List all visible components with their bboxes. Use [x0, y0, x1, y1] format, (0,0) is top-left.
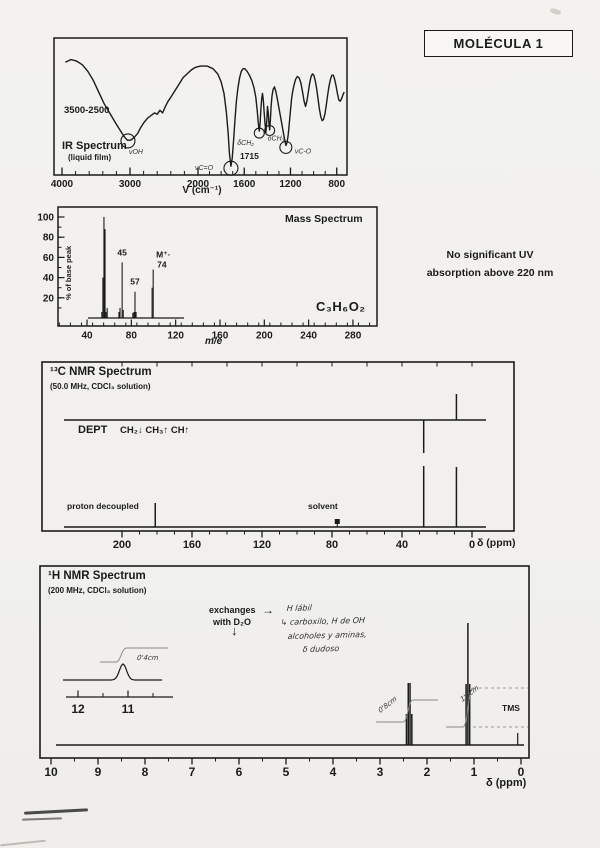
svg-text:100: 100: [37, 213, 54, 224]
ms-axes: 20 40 60 80 100 40 80 120 160 200 240 280: [37, 206, 378, 342]
h1-nmr-plot: 10 9 8 7 6 5 4 3 2 1 012 11: [39, 565, 530, 779]
c13-decoupled-trace: [64, 466, 486, 528]
svg-text:120: 120: [253, 539, 271, 551]
svg-text:80: 80: [326, 539, 338, 551]
svg-text:160: 160: [212, 331, 229, 342]
svg-text:3: 3: [377, 765, 384, 779]
svg-text:3000: 3000: [119, 179, 142, 190]
ir-x-axis-label: V (cm⁻¹): [182, 185, 222, 196]
scan-artifact: [23, 808, 89, 815]
svg-text:200: 200: [256, 331, 273, 342]
svg-text:160: 160: [183, 539, 201, 551]
exchange-note-line2: with D₂O: [213, 617, 251, 627]
solvent-marker: [334, 519, 340, 524]
ir-title: IR Spectrum: [62, 140, 127, 152]
ir-axes: 4000 3000 2000 1600 1200 800: [51, 37, 348, 190]
svg-text:40: 40: [396, 539, 408, 551]
handwritten-note-1: H lábil: [286, 603, 313, 614]
svg-text:10: 10: [44, 765, 58, 779]
mass-spectrum-plot: 20 40 60 80 100 40 80 120 160 200 240 280 45 57 M⁺·74: [37, 206, 378, 342]
proton-decoupled-label: proton decoupled: [67, 501, 139, 511]
tms-label: TMS: [502, 703, 520, 713]
ms-y-axis-label: % of base peak: [64, 245, 73, 300]
svg-text:6: 6: [236, 765, 243, 779]
dept-label: DEPT: [78, 424, 108, 436]
inset-integral-label: 0'4cm: [136, 654, 159, 662]
ir-range-note: 3500-2500: [64, 105, 110, 116]
uv-note-line1: No significant UV: [446, 249, 534, 261]
svg-text:280: 280: [345, 331, 362, 342]
ir-spectrum-plot: 4000 3000 2000 1600 1200 800 νOH νC=O 1715 δCH₂ δC…: [51, 37, 348, 190]
h1-inset: 12 11: [63, 647, 173, 716]
svg-text:0: 0: [469, 539, 475, 551]
h1-title: ¹H NMR Spectrum: [48, 570, 146, 582]
svg-text:7: 7: [189, 765, 196, 779]
ir-subtitle: (liquid film): [68, 153, 112, 162]
svg-text:0: 0: [518, 765, 525, 779]
svg-text:1200: 1200: [279, 179, 302, 190]
svg-text:1715: 1715: [240, 151, 259, 161]
c13-dept-trace: [64, 394, 486, 453]
handwritten-note-4: δ dudoso: [302, 644, 340, 655]
svg-text:120: 120: [167, 331, 184, 342]
svg-text:2000: 2000: [187, 179, 210, 190]
svg-text:11: 11: [122, 702, 135, 716]
svg-text:δCH₂: δCH₂: [237, 140, 254, 147]
c13-subtitle: (50.0 MHz, CDCl₃ solution): [50, 382, 151, 391]
scan-artifact: [21, 817, 63, 821]
ms-formula: C₃H₆O₂: [316, 299, 366, 314]
h1-axes: 10 9 8 7 6 5 4 3 2 1 0: [39, 565, 530, 779]
svg-text:40: 40: [43, 273, 55, 284]
ir-curve: [65, 58, 345, 167]
molecule-label: MOLÉCULA 1: [424, 30, 573, 57]
c13-title: ¹³C NMR Spectrum: [50, 366, 152, 378]
svg-text:4000: 4000: [51, 179, 74, 190]
svg-text:57: 57: [130, 277, 140, 287]
svg-text:240: 240: [300, 331, 317, 342]
h1-subtitle: (200 MHz, CDCl₃ solution): [48, 586, 147, 595]
right-arrow-icon: →: [262, 603, 274, 617]
svg-text:60: 60: [43, 253, 55, 264]
svg-text:12: 12: [71, 702, 85, 716]
ir-annotations: νOH νC=O 1715 δCH₂ δCH₃ νC-O: [120, 124, 312, 176]
ms-title: Mass Spectrum: [285, 213, 363, 225]
h1-integrals: [376, 687, 528, 728]
molecule-label-text: MOLÉCULA 1: [453, 36, 544, 51]
c13-axes: 200 160 120 80 40 0: [41, 361, 515, 551]
down-arrow-icon: ↓: [231, 623, 238, 638]
svg-text:80: 80: [43, 233, 55, 244]
svg-text:1600: 1600: [233, 179, 256, 190]
scan-artifact: [0, 839, 46, 846]
svg-text:1: 1: [471, 765, 478, 779]
scan-smudge: [549, 7, 562, 16]
svg-text:νOH: νOH: [129, 149, 144, 156]
svg-text:2: 2: [424, 765, 431, 779]
svg-text:800: 800: [328, 179, 345, 190]
svg-text:40: 40: [81, 331, 93, 342]
exchange-note-line1: exchanges: [209, 605, 256, 615]
uv-note-line2: absorption above 220 nm: [426, 267, 554, 279]
ms-peak-labels: 45 57 M⁺·74: [117, 247, 170, 286]
svg-text:20: 20: [43, 293, 55, 304]
svg-text:200: 200: [113, 539, 131, 551]
svg-text:45: 45: [117, 247, 127, 257]
svg-text:M⁺·: M⁺·: [156, 250, 170, 260]
h1-x-axis-label: δ (ppm): [486, 777, 527, 789]
svg-text:9: 9: [95, 765, 102, 779]
dept-key: CH₂↓ CH₃↑ CH↑: [120, 425, 190, 436]
solvent-label: solvent: [308, 501, 338, 511]
svg-text:74: 74: [157, 260, 167, 270]
svg-text:δCH₃: δCH₃: [268, 136, 285, 143]
svg-text:νC-O: νC-O: [295, 148, 312, 155]
svg-text:80: 80: [126, 331, 138, 342]
svg-text:8: 8: [142, 765, 149, 779]
svg-text:4: 4: [330, 765, 337, 779]
c13-x-axis-label: δ (ppm): [477, 537, 516, 549]
svg-text:5: 5: [283, 765, 290, 779]
ms-peaks: [88, 217, 184, 319]
svg-text:νC=O: νC=O: [195, 165, 214, 172]
c13-nmr-plot: 200 160 120 80 40 0: [41, 361, 515, 551]
ms-x-axis-label: m/e: [205, 336, 223, 347]
